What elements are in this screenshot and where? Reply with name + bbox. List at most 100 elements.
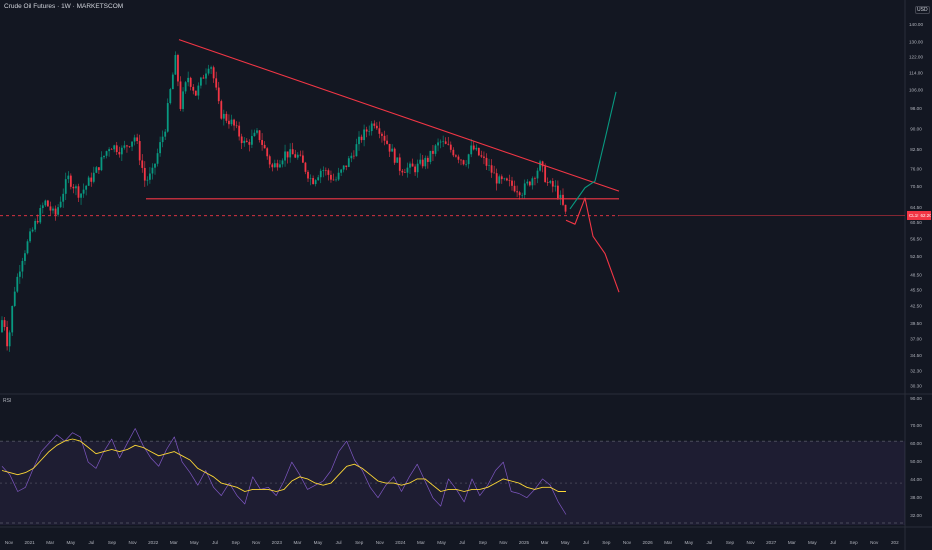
candle-body xyxy=(404,172,406,174)
candle-body xyxy=(92,172,95,182)
candle-body xyxy=(383,135,386,141)
rsi-indicator-label[interactable]: RSI xyxy=(3,398,12,404)
candle-body xyxy=(8,332,11,347)
candle-body xyxy=(41,205,44,209)
candle-body xyxy=(149,173,151,180)
candle-body xyxy=(105,151,108,156)
time-axis-tick: Jul xyxy=(88,540,94,545)
time-axis-tick: Sep xyxy=(232,540,241,545)
time-axis-tick: Nov xyxy=(252,540,261,545)
candle-body xyxy=(347,158,350,167)
candle-body xyxy=(523,183,526,195)
candle-body xyxy=(123,145,126,148)
candle-body xyxy=(161,136,164,143)
candle-body xyxy=(174,55,177,75)
price-axis-tick: 122.00 xyxy=(909,54,923,59)
candle-body xyxy=(299,154,302,156)
candle-body xyxy=(120,147,123,155)
candle-body xyxy=(133,137,136,142)
candle-body xyxy=(52,208,54,211)
candle-body xyxy=(302,155,304,163)
time-axis-tick: May xyxy=(66,540,75,545)
candle-body xyxy=(312,178,314,185)
time-axis-tick: Sep xyxy=(850,540,859,545)
candle-body xyxy=(169,89,172,104)
candle-body xyxy=(477,147,480,156)
candle-body xyxy=(360,136,363,141)
candle-body xyxy=(248,141,251,145)
candle-body xyxy=(388,143,391,152)
candle-body xyxy=(146,179,149,181)
descending-trendline xyxy=(178,39,620,192)
candle-body xyxy=(439,141,442,143)
price-axis-tick: 140.00 xyxy=(909,22,923,27)
candle-body xyxy=(49,206,52,211)
candle-body xyxy=(340,169,343,173)
candle-body xyxy=(215,78,218,88)
rsi-line xyxy=(1,428,567,515)
candle-body xyxy=(143,167,146,181)
candle-body xyxy=(187,77,190,83)
price-badge-value: 62.20 xyxy=(920,213,931,218)
candle-body xyxy=(217,87,220,102)
candle-body xyxy=(31,229,34,232)
candle-body xyxy=(67,175,70,180)
candle-body xyxy=(1,320,3,333)
price-axis-tick: 52.50 xyxy=(910,254,922,259)
time-axis-tick: Jul xyxy=(830,540,836,545)
time-axis-tick: Nov xyxy=(747,540,756,545)
candle-body xyxy=(396,157,399,163)
candle-body xyxy=(324,169,327,171)
candle-body xyxy=(21,260,24,272)
candle-body xyxy=(465,164,467,165)
candle-body xyxy=(488,165,490,166)
time-axis-tick: Nov xyxy=(5,540,14,545)
time-axis-tick: 2027 xyxy=(766,540,777,545)
time-axis-tick: 2024 xyxy=(395,540,406,545)
candle-body xyxy=(363,129,365,141)
candle-body xyxy=(3,320,6,327)
rsi-axis-tick: 90.00 xyxy=(910,396,922,401)
time-axis-tick: Sep xyxy=(479,540,488,545)
candle-body xyxy=(398,157,401,171)
candle-body xyxy=(210,67,212,69)
candle-body xyxy=(511,180,513,186)
candle-body xyxy=(559,194,562,199)
time-axis-tick: 2021 xyxy=(24,540,35,545)
candle-body xyxy=(34,220,37,230)
candle-body xyxy=(528,181,531,186)
candle-body xyxy=(291,149,294,155)
candle-body xyxy=(141,160,144,168)
candle-body xyxy=(544,166,547,183)
time-axis-tick: Nov xyxy=(376,540,385,545)
candle-body xyxy=(136,137,139,142)
candle-body xyxy=(98,167,100,171)
candle-body xyxy=(353,155,355,157)
candle-body xyxy=(449,144,452,150)
candle-body xyxy=(531,178,534,186)
candle-body xyxy=(80,193,82,198)
time-axis-tick: Mar xyxy=(541,540,549,545)
candle-body xyxy=(470,145,473,155)
candle-body xyxy=(495,173,498,184)
candle-body xyxy=(281,160,284,165)
candle-body xyxy=(426,157,429,162)
candle-body xyxy=(77,186,80,198)
candle-body xyxy=(345,165,348,167)
rsi-axis-tick: 32.00 xyxy=(910,513,922,518)
candle-body xyxy=(506,178,508,181)
price-axis-tick: 76.00 xyxy=(910,166,922,171)
time-axis-tick: Jul xyxy=(459,540,465,545)
candle-body xyxy=(103,155,105,158)
candle-body xyxy=(493,172,496,174)
candle-body xyxy=(386,140,388,144)
candle-body xyxy=(166,103,169,132)
candle-body xyxy=(26,241,29,254)
candle-body xyxy=(365,129,368,132)
time-axis-tick: Mar xyxy=(417,540,425,545)
currency-label[interactable]: USD xyxy=(915,6,930,14)
price-axis-tick: 114.00 xyxy=(909,70,923,75)
candle-body xyxy=(235,125,238,127)
candle-body xyxy=(406,167,409,173)
